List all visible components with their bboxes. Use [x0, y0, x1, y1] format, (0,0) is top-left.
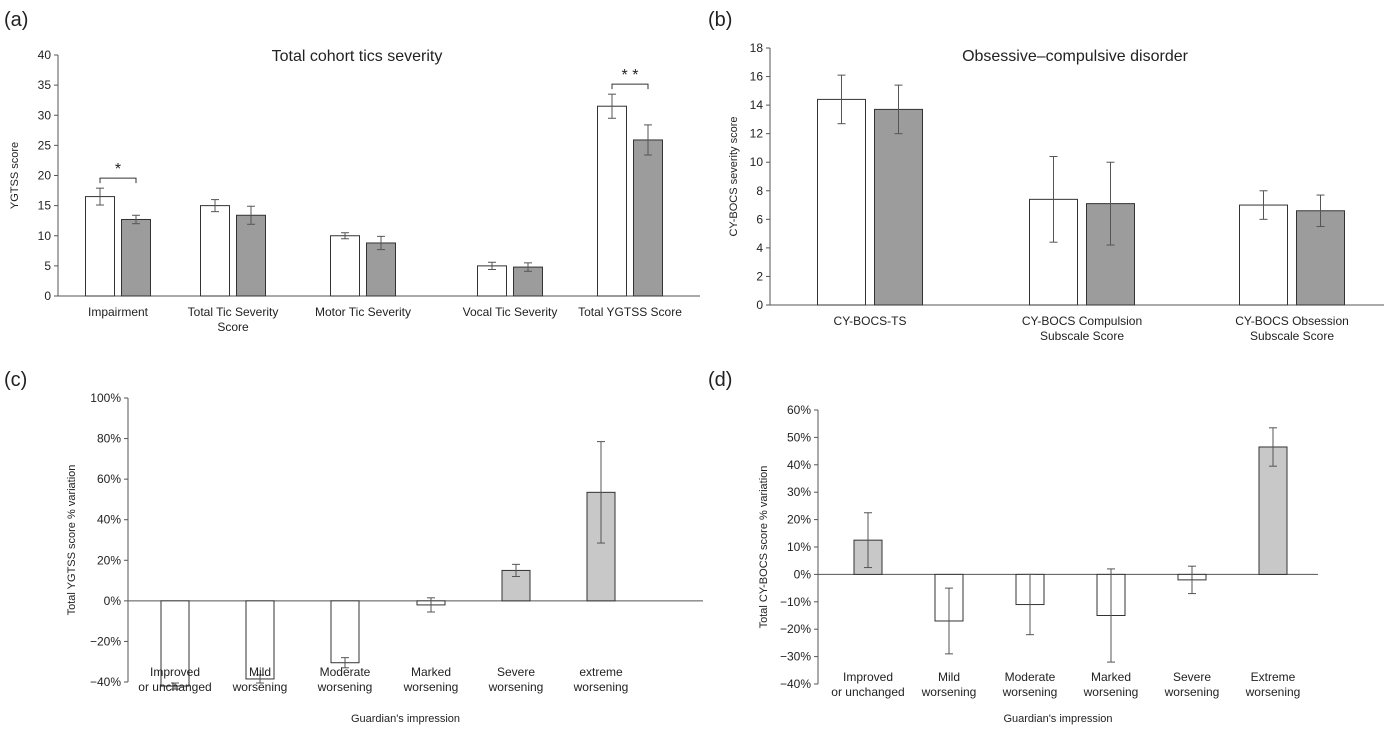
bar — [633, 139, 663, 297]
category-label: Marked worsening — [1083, 670, 1139, 699]
category-label: Severe worsening — [1164, 670, 1220, 699]
chart-title: Total cohort tics severity — [272, 48, 443, 65]
significance-marker: * * — [622, 67, 639, 84]
y-tick-label: 0% — [794, 567, 812, 581]
bar — [366, 242, 396, 297]
panel-label: (d) — [708, 369, 732, 391]
y-tick-label: 12 — [750, 127, 764, 141]
y-tick-label: 20 — [38, 169, 52, 183]
y-axis-label: Total CY-BOCS score % variation — [758, 466, 770, 629]
y-tick-label: 16 — [750, 70, 764, 84]
y-tick-label: 8 — [756, 184, 763, 198]
category-label: Total Tic Severity Score — [188, 305, 279, 334]
panel-label: (a) — [4, 9, 28, 31]
y-tick-label: 2 — [756, 269, 763, 283]
chart-title: Obsessive–compulsive disorder — [962, 48, 1189, 65]
bar — [85, 196, 115, 297]
category-label: Vocal Tic Severity — [463, 305, 558, 319]
panel-label: (b) — [708, 9, 732, 31]
x-axis-label: Guardian's impression — [351, 713, 460, 725]
significance-bracket — [99, 177, 137, 184]
category-label: CY-BOCS Compulsion Subscale Score — [1022, 314, 1142, 343]
panel-label: (c) — [4, 369, 27, 391]
y-tick-label: −10% — [780, 595, 811, 609]
y-tick-label: 5 — [44, 259, 51, 273]
y-tick-label: 40 — [38, 48, 52, 62]
bar — [160, 600, 190, 687]
y-tick-label: 6 — [756, 212, 763, 226]
category-label: CY-BOCS-TS — [834, 314, 907, 328]
y-tick-label: 35 — [38, 78, 52, 92]
y-tick-label: 80% — [97, 432, 121, 446]
category-label: Motor Tic Severity — [315, 305, 411, 319]
y-tick-label: 10% — [787, 540, 811, 554]
y-tick-label: 15 — [38, 199, 52, 213]
panel-d-chart: (d) −40% −30% −20% −10% 0% 10% 20% 30% 40% 50% 60% T… — [708, 369, 1318, 725]
category-label: Marked worsening — [403, 665, 459, 694]
panel-a-chart: (a) Total cohort tics severity 0 5 10 15 20 25 3… — [4, 9, 700, 334]
y-tick-label: 10 — [750, 155, 764, 169]
category-label: CY-BOCS Obsession Subscale Score — [1235, 314, 1349, 343]
y-tick-label: 100% — [90, 391, 121, 405]
y-axis-label: CY-BOCS severity score — [728, 116, 740, 236]
y-tick-label: 40% — [97, 513, 121, 527]
y-tick-label: −30% — [780, 650, 811, 664]
category-label: Mild worsening — [921, 670, 977, 699]
category-label: Extreme worsening — [1245, 670, 1301, 699]
bar — [1258, 446, 1288, 575]
category-label: Improved or unchanged — [831, 670, 904, 699]
y-tick-label: −40% — [90, 675, 121, 689]
y-tick-label: 60% — [787, 403, 811, 417]
y-tick-label: 18 — [750, 41, 764, 55]
y-axis-label: YGTSS score — [9, 142, 21, 209]
bar — [236, 214, 266, 297]
category-label: Moderate worsening — [317, 665, 373, 694]
y-tick-label: 0% — [104, 594, 122, 608]
category-label: Mild worsening — [232, 665, 288, 694]
bar — [330, 235, 360, 297]
category-label: Moderate worsening — [1002, 670, 1058, 699]
bar — [874, 108, 923, 306]
y-tick-label: 20% — [97, 553, 121, 567]
y-tick-label: 0 — [756, 298, 763, 312]
bar — [477, 265, 507, 297]
y-tick-label: 30% — [787, 485, 811, 499]
y-tick-label: −40% — [780, 677, 811, 691]
y-tick-label: −20% — [780, 622, 811, 636]
bar — [1239, 204, 1288, 306]
y-tick-label: 60% — [97, 472, 121, 486]
panel-c-chart: (c) −40% −20% 0% 20% 40% 60% 80% 100% Total YGTSS… — [4, 369, 703, 725]
y-tick-label: 25 — [38, 138, 52, 152]
y-tick-label: 30 — [38, 108, 52, 122]
category-label: extreme worsening — [573, 665, 629, 694]
x-axis-label: Guardian's impression — [1003, 713, 1112, 725]
y-tick-label: −20% — [90, 634, 121, 648]
bar — [121, 218, 151, 297]
bar — [817, 98, 866, 306]
category-label: Impairment — [88, 305, 149, 319]
y-axis-label: Total YGTSS score % variation — [66, 465, 78, 616]
y-tick-label: 50% — [787, 430, 811, 444]
y-tick-label: 10 — [38, 229, 52, 243]
y-tick-label: 20% — [787, 513, 811, 527]
significance-marker: * — [115, 161, 121, 178]
y-tick-label: 0 — [44, 289, 51, 303]
category-label: Total YGTSS Score — [578, 305, 682, 319]
bar — [330, 600, 360, 664]
bar — [200, 205, 230, 297]
category-label: Severe worsening — [488, 665, 544, 694]
bar — [245, 600, 275, 680]
category-label: Improved or unchanged — [138, 665, 211, 694]
panel-b-chart: (b) Obsessive–compulsive disorder 0 2 4 6 8 10 1… — [708, 9, 1384, 343]
y-tick-label: 4 — [756, 241, 763, 255]
y-tick-label: 40% — [787, 458, 811, 472]
y-tick-label: 14 — [750, 98, 764, 112]
bar — [597, 105, 627, 297]
significance-bracket — [611, 83, 649, 90]
